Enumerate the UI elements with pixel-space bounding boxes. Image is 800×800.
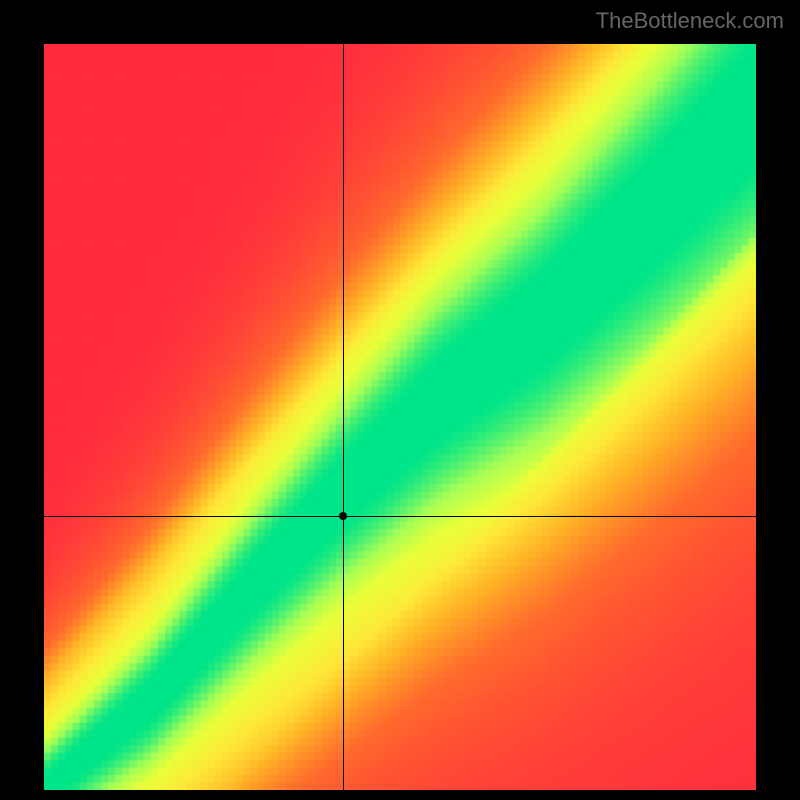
watermark-text: TheBottleneck.com	[596, 8, 784, 34]
crosshair-horizontal	[44, 516, 756, 517]
crosshair-vertical	[343, 44, 344, 790]
bottleneck-heatmap	[44, 44, 756, 790]
crosshair-marker	[339, 512, 347, 520]
